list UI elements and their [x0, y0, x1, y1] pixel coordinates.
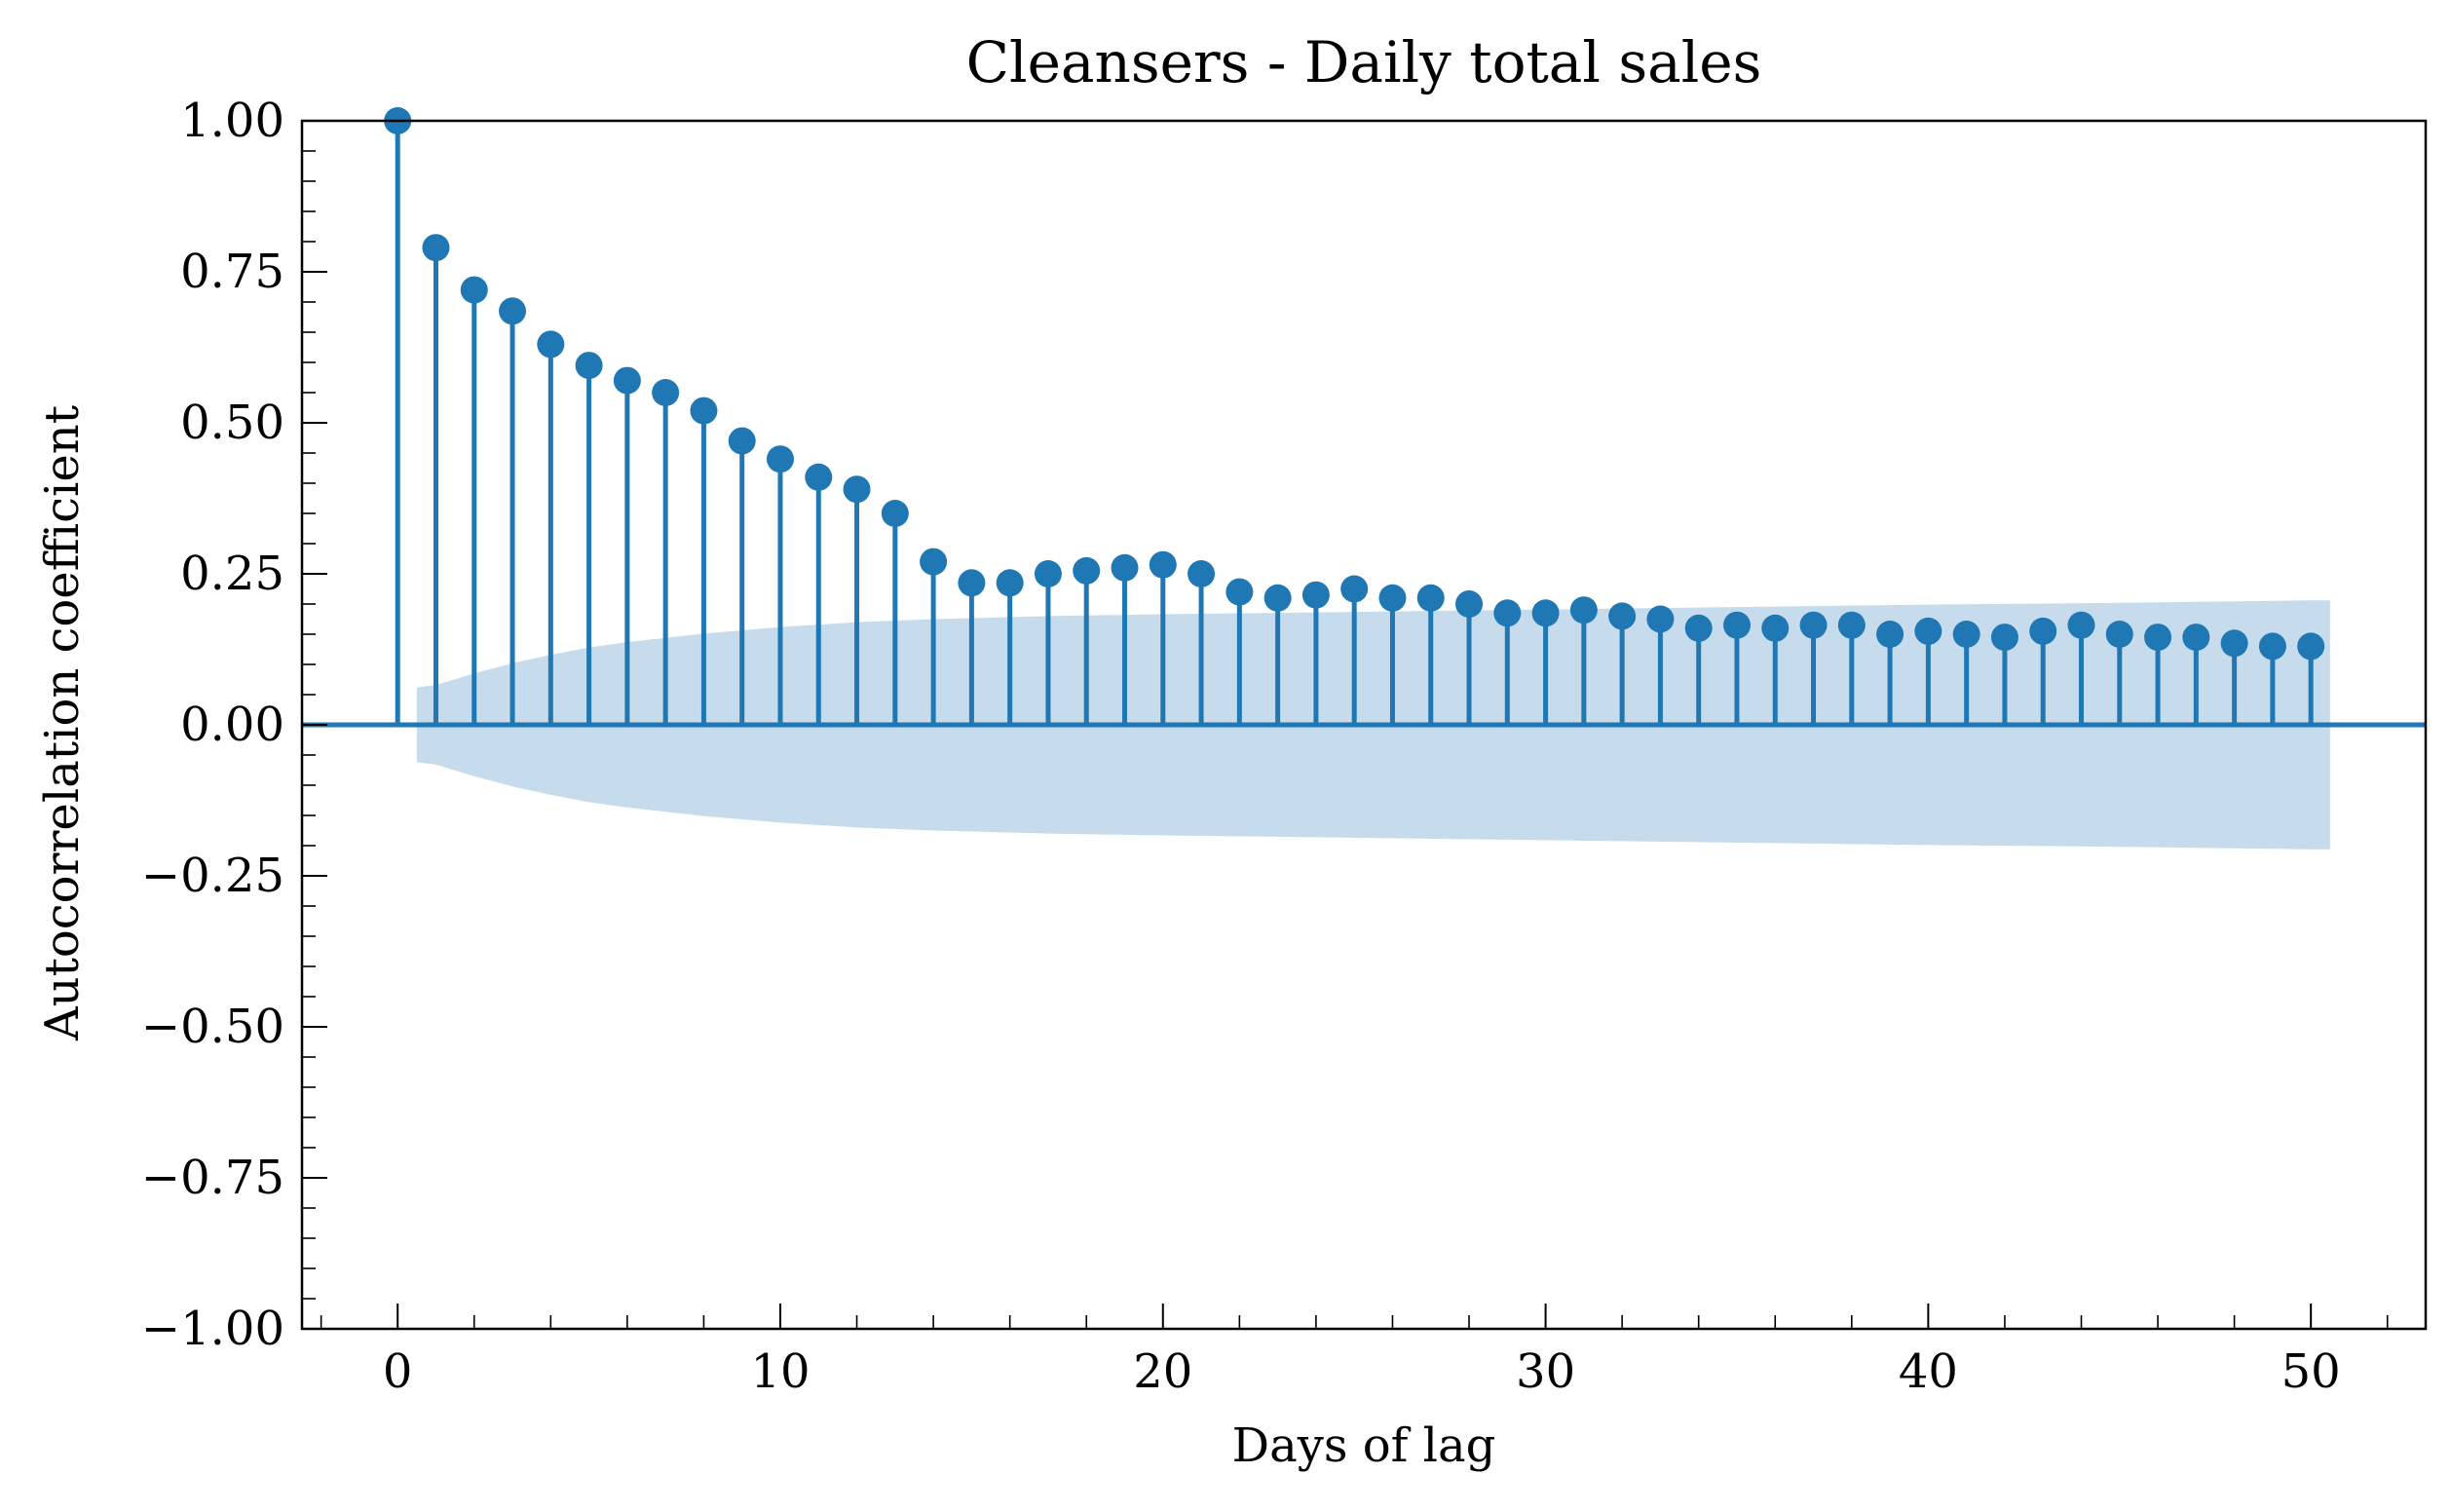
acf-point-lag-19 — [1111, 553, 1139, 582]
acf-point-lag-27 — [1416, 584, 1445, 612]
acf-point-lag-17 — [1034, 560, 1062, 587]
acf-point-lag-45 — [2105, 621, 2133, 648]
acf-point-lag-13 — [881, 500, 909, 527]
x-axis-label: Days of lag — [1232, 1418, 1496, 1473]
acf-point-lag-8 — [690, 397, 718, 425]
acf-point-lag-50 — [2297, 632, 2325, 661]
y-axis-label: Autocorrelation coefficient — [35, 405, 90, 1041]
stem-layer — [302, 107, 2426, 728]
acf-point-lag-18 — [1073, 556, 1101, 585]
acf-point-lag-49 — [2258, 632, 2286, 661]
acf-point-lag-24 — [1301, 581, 1330, 609]
x-tick-label: 0 — [383, 1344, 413, 1399]
acf-point-lag-47 — [2182, 624, 2210, 652]
x-tick-label: 30 — [1516, 1344, 1575, 1399]
acf-point-lag-14 — [920, 548, 948, 576]
acf-point-lag-42 — [1990, 624, 2018, 652]
acf-point-lag-21 — [1188, 560, 1216, 587]
acf-point-lag-4 — [537, 330, 565, 359]
y-tick-label: 1.00 — [180, 94, 284, 148]
acf-point-lag-34 — [1684, 614, 1713, 642]
axes-layer: 0 10 20 30 40 50 1.00 0.75 0.50 0.25 0.00 −0.25 −0.5… — [141, 94, 2428, 1399]
acf-point-lag-37 — [1799, 611, 1828, 639]
acf-point-lag-22 — [1226, 578, 1254, 606]
acf-point-lag-36 — [1761, 614, 1790, 642]
acf-point-lag-26 — [1378, 584, 1407, 612]
acf-point-lag-33 — [1646, 605, 1675, 633]
acf-point-lag-7 — [652, 379, 680, 406]
acf-point-lag-23 — [1263, 584, 1292, 612]
acf-point-lag-35 — [1722, 611, 1751, 639]
acf-point-lag-15 — [958, 569, 986, 597]
acf-point-lag-41 — [1952, 621, 1980, 648]
acf-point-lag-28 — [1455, 590, 1484, 618]
acf-point-lag-6 — [613, 366, 641, 395]
y-tick-label: 0.00 — [180, 698, 284, 752]
acf-point-lag-3 — [499, 297, 527, 325]
acf-point-lag-43 — [2029, 617, 2057, 645]
acf-point-lag-30 — [1531, 599, 1560, 627]
x-tick-label: 50 — [2281, 1344, 2341, 1399]
acf-point-lag-12 — [843, 475, 871, 504]
acf-point-lag-9 — [728, 427, 756, 455]
y-tick-label: −0.25 — [141, 849, 284, 903]
acf-point-lag-11 — [805, 463, 833, 491]
acf-point-lag-5 — [575, 352, 603, 380]
y-tick-label: 0.75 — [180, 245, 284, 299]
x-tick-label: 10 — [750, 1344, 810, 1399]
y-tick-label: 0.50 — [180, 396, 284, 450]
acf-point-lag-44 — [2067, 611, 2095, 639]
y-tick-label: −0.75 — [141, 1151, 284, 1205]
acf-point-lag-16 — [996, 569, 1024, 597]
acf-point-lag-2 — [460, 276, 488, 304]
y-tick-label: 0.25 — [180, 547, 284, 601]
y-tick-label: −1.00 — [141, 1302, 284, 1356]
acf-point-lag-29 — [1493, 599, 1522, 627]
acf-point-lag-31 — [1569, 596, 1598, 624]
acf-point-lag-32 — [1608, 602, 1637, 630]
acf-point-lag-46 — [2144, 624, 2172, 652]
acf-point-lag-40 — [1914, 617, 1942, 645]
x-tick-label: 20 — [1133, 1344, 1192, 1399]
acf-point-lag-48 — [2220, 629, 2248, 658]
acf-point-lag-1 — [422, 234, 450, 262]
x-tick-label: 40 — [1899, 1344, 1958, 1399]
y-tick-label: −0.50 — [141, 1000, 284, 1054]
acf-point-lag-38 — [1837, 611, 1866, 639]
acf-point-lag-25 — [1340, 575, 1369, 603]
acf-point-lag-20 — [1149, 550, 1177, 579]
acf-point-lag-10 — [766, 445, 794, 473]
acf-point-lag-39 — [1876, 621, 1904, 648]
chart-title: Cleansers - Daily total sales — [966, 29, 1762, 95]
